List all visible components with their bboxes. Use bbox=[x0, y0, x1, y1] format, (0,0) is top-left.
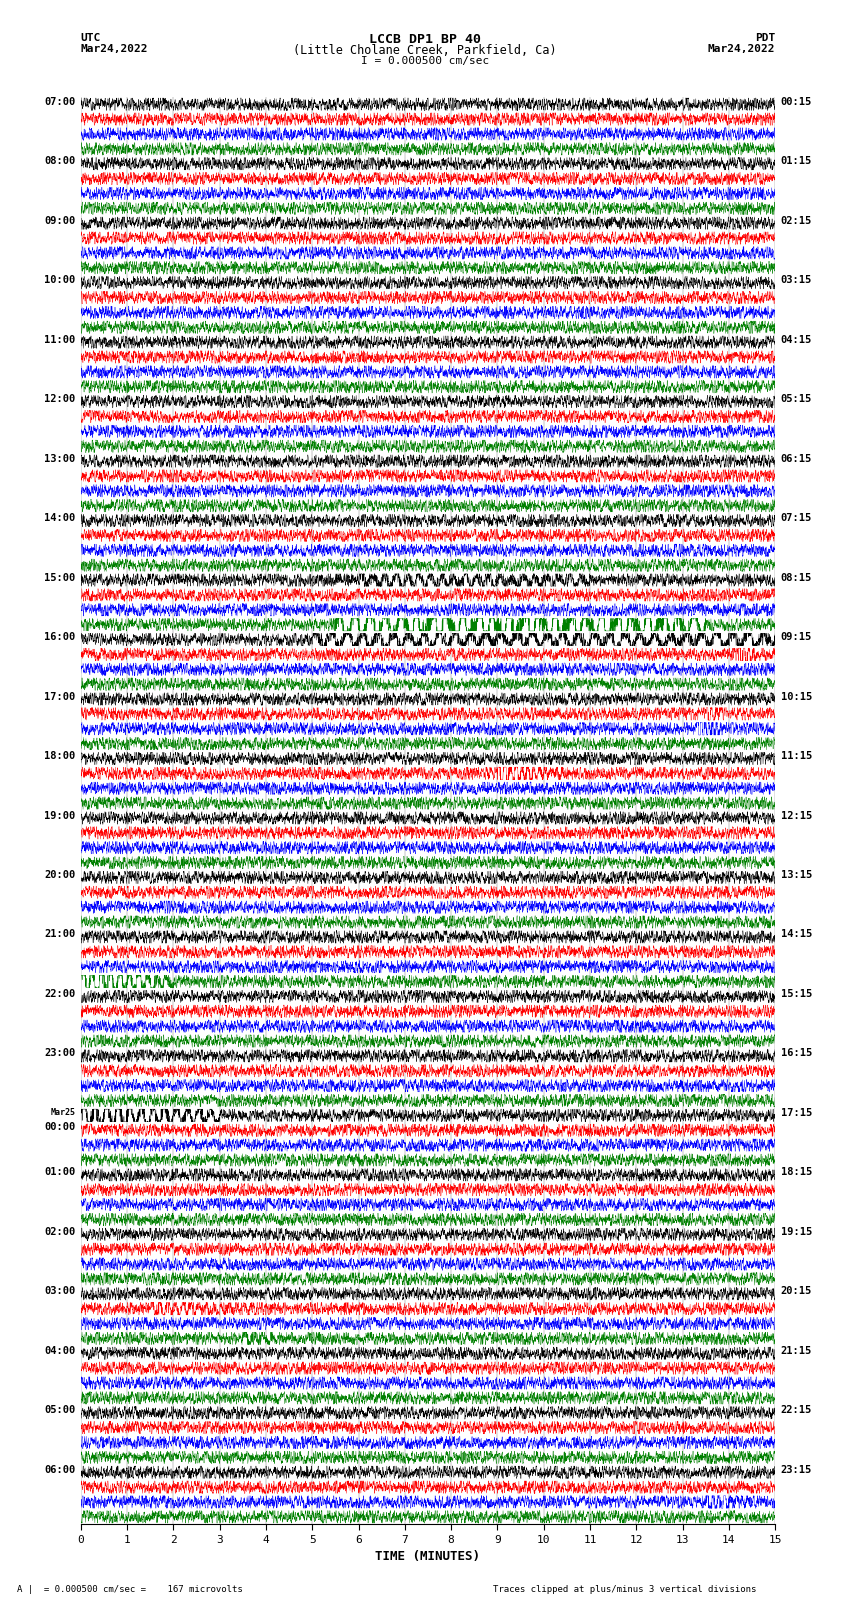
Text: 20:00: 20:00 bbox=[44, 869, 75, 881]
Text: 15:00: 15:00 bbox=[44, 573, 75, 582]
Text: 04:15: 04:15 bbox=[781, 336, 812, 345]
Text: 12:15: 12:15 bbox=[781, 810, 812, 821]
Text: 16:15: 16:15 bbox=[781, 1048, 812, 1058]
Text: 13:00: 13:00 bbox=[44, 453, 75, 463]
Text: Mar24,2022: Mar24,2022 bbox=[708, 44, 775, 55]
Text: 02:00: 02:00 bbox=[44, 1227, 75, 1237]
Text: 06:00: 06:00 bbox=[44, 1465, 75, 1474]
Text: UTC: UTC bbox=[81, 32, 101, 44]
Text: 01:15: 01:15 bbox=[781, 156, 812, 166]
Text: 05:15: 05:15 bbox=[781, 394, 812, 405]
Text: 14:00: 14:00 bbox=[44, 513, 75, 523]
Text: PDT: PDT bbox=[755, 32, 775, 44]
Text: 00:00: 00:00 bbox=[44, 1123, 75, 1132]
Text: 16:00: 16:00 bbox=[44, 632, 75, 642]
Text: I = 0.000500 cm/sec: I = 0.000500 cm/sec bbox=[361, 56, 489, 66]
Text: 17:00: 17:00 bbox=[44, 692, 75, 702]
Text: 19:00: 19:00 bbox=[44, 810, 75, 821]
Text: 09:15: 09:15 bbox=[781, 632, 812, 642]
Text: (Little Cholane Creek, Parkfield, Ca): (Little Cholane Creek, Parkfield, Ca) bbox=[293, 44, 557, 58]
Text: 06:15: 06:15 bbox=[781, 453, 812, 463]
Text: 11:00: 11:00 bbox=[44, 336, 75, 345]
Text: Traces clipped at plus/minus 3 vertical divisions: Traces clipped at plus/minus 3 vertical … bbox=[493, 1584, 756, 1594]
Text: 21:15: 21:15 bbox=[781, 1345, 812, 1357]
Text: 13:15: 13:15 bbox=[781, 869, 812, 881]
Text: 15:15: 15:15 bbox=[781, 989, 812, 998]
Text: 04:00: 04:00 bbox=[44, 1345, 75, 1357]
X-axis label: TIME (MINUTES): TIME (MINUTES) bbox=[376, 1550, 480, 1563]
Text: 07:00: 07:00 bbox=[44, 97, 75, 106]
Text: 08:00: 08:00 bbox=[44, 156, 75, 166]
Text: 18:15: 18:15 bbox=[781, 1168, 812, 1177]
Text: 23:00: 23:00 bbox=[44, 1048, 75, 1058]
Text: 11:15: 11:15 bbox=[781, 752, 812, 761]
Text: 08:15: 08:15 bbox=[781, 573, 812, 582]
Text: 00:15: 00:15 bbox=[781, 97, 812, 106]
Text: 23:15: 23:15 bbox=[781, 1465, 812, 1474]
Text: Mar25: Mar25 bbox=[50, 1108, 75, 1116]
Text: 17:15: 17:15 bbox=[781, 1108, 812, 1118]
Text: 21:00: 21:00 bbox=[44, 929, 75, 939]
Text: 22:15: 22:15 bbox=[781, 1405, 812, 1415]
Text: 18:00: 18:00 bbox=[44, 752, 75, 761]
Text: 20:15: 20:15 bbox=[781, 1287, 812, 1297]
Text: 02:15: 02:15 bbox=[781, 216, 812, 226]
Text: 07:15: 07:15 bbox=[781, 513, 812, 523]
Text: LCCB DP1 BP 40: LCCB DP1 BP 40 bbox=[369, 32, 481, 47]
Text: 10:15: 10:15 bbox=[781, 692, 812, 702]
Text: 09:00: 09:00 bbox=[44, 216, 75, 226]
Text: 22:00: 22:00 bbox=[44, 989, 75, 998]
Text: 05:00: 05:00 bbox=[44, 1405, 75, 1415]
Text: 03:15: 03:15 bbox=[781, 276, 812, 286]
Text: 01:00: 01:00 bbox=[44, 1168, 75, 1177]
Text: Mar24,2022: Mar24,2022 bbox=[81, 44, 148, 55]
Text: 10:00: 10:00 bbox=[44, 276, 75, 286]
Text: 03:00: 03:00 bbox=[44, 1287, 75, 1297]
Text: A |  = 0.000500 cm/sec =    167 microvolts: A | = 0.000500 cm/sec = 167 microvolts bbox=[17, 1584, 243, 1594]
Text: 12:00: 12:00 bbox=[44, 394, 75, 405]
Text: 14:15: 14:15 bbox=[781, 929, 812, 939]
Text: 19:15: 19:15 bbox=[781, 1227, 812, 1237]
